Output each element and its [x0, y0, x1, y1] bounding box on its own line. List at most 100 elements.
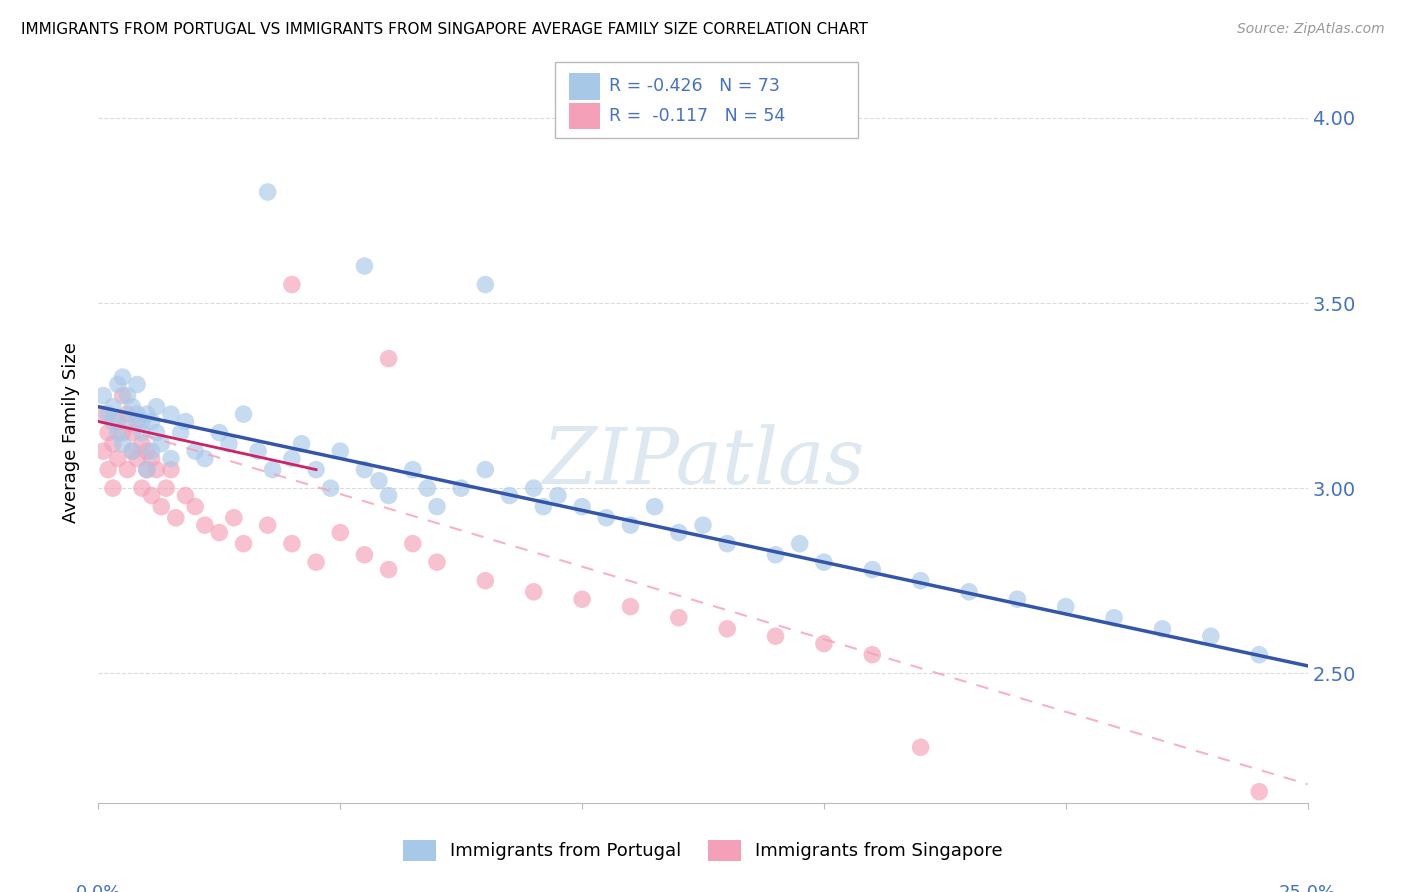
Point: [368, 474, 391, 488]
Point: [127, 407, 149, 421]
Text: 0.0%: 0.0%: [76, 884, 121, 892]
Point: [353, 462, 375, 476]
Point: [531, 500, 554, 514]
Point: [194, 518, 217, 533]
Point: [619, 599, 641, 614]
Point: [619, 518, 641, 533]
Point: [595, 510, 617, 524]
Point: [135, 462, 157, 476]
Point: [194, 451, 217, 466]
Point: [716, 536, 738, 550]
Point: [1054, 599, 1077, 614]
Point: [127, 451, 149, 466]
Point: [174, 415, 197, 429]
Point: [101, 481, 124, 495]
Point: [319, 481, 342, 495]
Point: [523, 481, 546, 495]
Point: [571, 592, 593, 607]
Point: [107, 425, 129, 440]
Point: [1007, 592, 1029, 607]
Point: [141, 415, 163, 429]
Point: [107, 451, 129, 466]
Point: [184, 500, 207, 514]
Point: [97, 425, 120, 440]
Point: [222, 510, 245, 524]
Point: [91, 389, 114, 403]
Point: [910, 740, 932, 755]
Point: [1199, 629, 1222, 643]
Point: [262, 462, 284, 476]
Point: [131, 481, 153, 495]
Point: [121, 425, 143, 440]
Point: [121, 444, 143, 458]
Point: [668, 525, 690, 540]
Point: [117, 389, 139, 403]
Text: 25.0%: 25.0%: [1279, 884, 1336, 892]
Point: [281, 451, 304, 466]
Point: [789, 536, 811, 550]
Point: [1249, 648, 1271, 662]
Point: [957, 584, 980, 599]
Point: [523, 584, 546, 599]
Point: [813, 555, 835, 569]
Point: [474, 462, 496, 476]
Point: [402, 462, 425, 476]
Point: [91, 407, 114, 421]
Point: [290, 436, 312, 450]
Point: [155, 481, 177, 495]
Point: [111, 436, 134, 450]
Point: [353, 548, 375, 562]
Point: [416, 481, 439, 495]
Point: [1102, 611, 1125, 625]
Point: [765, 548, 787, 562]
Point: [101, 400, 124, 414]
Point: [111, 425, 134, 440]
Point: [498, 489, 520, 503]
Point: [256, 185, 278, 199]
Point: [402, 536, 425, 550]
Point: [474, 574, 496, 588]
Point: [121, 444, 143, 458]
Point: [135, 444, 157, 458]
Point: [107, 415, 129, 429]
Point: [135, 462, 157, 476]
Point: [145, 400, 167, 414]
Point: [145, 425, 167, 440]
Point: [160, 451, 183, 466]
Point: [117, 462, 139, 476]
Point: [141, 489, 163, 503]
Point: [232, 407, 254, 421]
Point: [305, 462, 328, 476]
Point: [281, 536, 304, 550]
Point: [111, 370, 134, 384]
Point: [232, 536, 254, 550]
Point: [117, 407, 139, 421]
Point: [107, 377, 129, 392]
Point: [765, 629, 787, 643]
Point: [169, 425, 191, 440]
Point: [208, 425, 231, 440]
Point: [247, 444, 270, 458]
Point: [127, 415, 149, 429]
Point: [101, 436, 124, 450]
Point: [377, 489, 399, 503]
Y-axis label: Average Family Size: Average Family Size: [62, 343, 80, 523]
Point: [91, 444, 114, 458]
Point: [218, 436, 240, 450]
Point: [692, 518, 714, 533]
Text: R =  -0.117   N = 54: R = -0.117 N = 54: [609, 107, 785, 125]
Point: [547, 489, 569, 503]
Point: [135, 407, 157, 421]
Point: [131, 425, 153, 440]
Point: [97, 462, 120, 476]
Point: [256, 518, 278, 533]
Point: [860, 563, 883, 577]
Point: [131, 415, 153, 429]
Point: [281, 277, 304, 292]
Point: [121, 400, 143, 414]
Point: [668, 611, 690, 625]
Point: [150, 500, 173, 514]
Point: [716, 622, 738, 636]
Point: [101, 415, 124, 429]
Text: R = -0.426   N = 73: R = -0.426 N = 73: [609, 77, 780, 95]
